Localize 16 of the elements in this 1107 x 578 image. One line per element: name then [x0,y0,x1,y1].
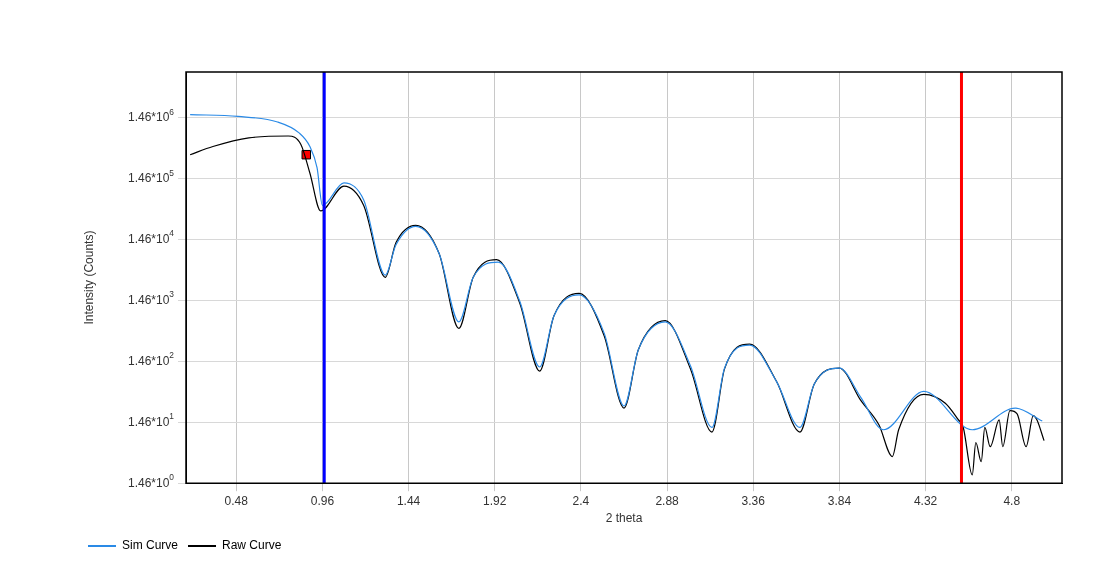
x-tick-label: 1.92 [483,493,507,508]
x-tick-label: 1.44 [396,493,421,508]
x-tick-label: 0.96 [310,493,335,508]
x-tick-label: 2.88 [655,493,680,508]
line-series [189,113,1043,431]
line-series [189,135,1045,476]
legend-label: Raw Curve [222,538,282,553]
x-tick-label: 2.4 [572,493,590,508]
y-axis-title: Intensity (Counts) [81,230,96,325]
legend-label: Sim Curve [122,538,179,553]
x-tick-label: 4.8 [1003,493,1021,508]
x-tick-label: 3.36 [741,493,766,508]
x-tick-label: 4.32 [913,493,938,508]
x-tick-label: 0.48 [224,493,249,508]
x-axis-title: 2 theta [605,511,643,526]
x-tick-label: 3.84 [827,493,852,508]
